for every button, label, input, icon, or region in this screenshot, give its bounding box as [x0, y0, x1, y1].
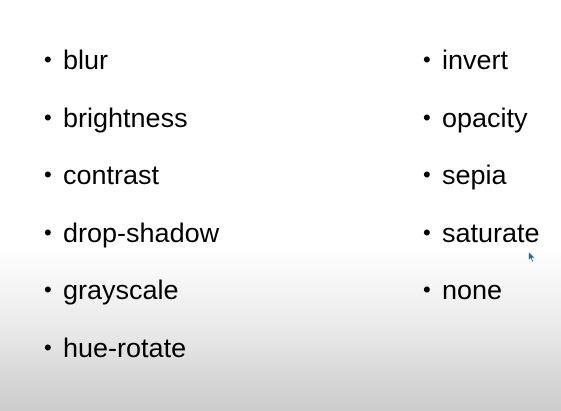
list-item-brightness: • brightness [44, 96, 219, 154]
list-item-label: drop-shadow [63, 217, 220, 248]
bullet-icon: • [44, 334, 52, 360]
right-bullet-list: • invert • opacity • sepia • saturate • … [423, 38, 540, 326]
bullet-icon: • [44, 47, 52, 72]
bullet-icon: • [423, 104, 431, 130]
list-item-sepia: • sepia [423, 153, 540, 211]
list-item-drop-shadow: • drop-shadow [44, 211, 219, 269]
list-item-label: none [442, 275, 503, 306]
list-item-label: hue-rotate [63, 332, 187, 363]
left-bullet-list: • blur • brightness • contrast • drop-sh… [44, 38, 219, 384]
mouse-pointer-icon [528, 251, 536, 263]
list-item-contrast: • contrast [44, 153, 219, 211]
list-item-invert: • invert [423, 38, 540, 96]
bullet-icon: • [44, 277, 52, 303]
list-item-label: invert [442, 45, 509, 75]
list-item-label: brightness [63, 102, 188, 133]
bullet-icon: • [423, 162, 431, 188]
bullet-icon: • [423, 219, 431, 245]
list-item-opacity: • opacity [423, 96, 540, 154]
list-item-none: • none [423, 268, 540, 326]
list-item-grayscale: • grayscale [44, 268, 219, 326]
list-item-label: saturate [442, 217, 540, 248]
list-item-label: opacity [442, 102, 528, 133]
bullet-icon: • [44, 104, 52, 130]
list-item-label: blur [63, 45, 109, 75]
bullet-icon: • [423, 47, 431, 72]
list-item-label: grayscale [63, 275, 179, 306]
list-item-label: sepia [442, 160, 507, 191]
bullet-icon: • [44, 162, 52, 188]
list-item-saturate: • saturate [423, 211, 540, 269]
list-item-hue-rotate: • hue-rotate [44, 326, 219, 384]
list-item-label: contrast [63, 160, 160, 191]
bullet-icon: • [44, 219, 52, 245]
bullet-icon: • [423, 277, 431, 303]
list-item-blur: • blur [44, 38, 219, 96]
